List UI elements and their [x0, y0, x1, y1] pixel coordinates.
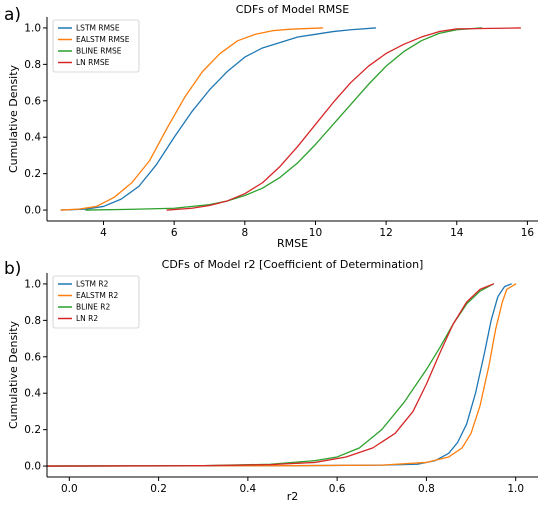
y-tick-label: 0.8 [24, 59, 41, 71]
series-line-ealstm-rmse [60, 27, 324, 211]
y-tick-label: 1.0 [24, 278, 41, 290]
y-tick-label: 0.4 [24, 132, 41, 144]
panel-letter: b) [4, 259, 21, 279]
y-tick-label: 0.8 [24, 315, 41, 327]
x-tick-label: 1.0 [507, 483, 524, 495]
chart-title: CDFs of Model r2 [Coefficient of Determi… [162, 258, 424, 271]
x-tick-label: 0.0 [61, 483, 78, 495]
series-lines [46, 283, 517, 467]
y-tick-label: 0.0 [24, 461, 41, 473]
series-line-ealstm-r2 [46, 283, 517, 467]
y-tick-label: 1.0 [24, 22, 41, 34]
x-tick-label: 4 [100, 227, 107, 239]
legend-entry: EALSTM RMSE [76, 35, 130, 44]
y-axis-label: Cumulative Density [7, 64, 20, 173]
series-lines [60, 27, 521, 211]
x-tick-label: 8 [241, 227, 248, 239]
legend-entry: LN RMSE [76, 58, 110, 67]
y-tick-label: 0.6 [24, 95, 41, 107]
legend-box [52, 19, 140, 73]
x-tick-label: 0.8 [418, 483, 435, 495]
chart-title: CDFs of Model RMSE [236, 3, 349, 16]
y-tick-label: 0.2 [24, 424, 41, 436]
legend-entry: BLINE R2 [76, 303, 110, 312]
y-axis-label: Cumulative Density [7, 320, 20, 429]
legend: LSTM R2 EALSTM R2 BLINE R2 LN R2 [52, 275, 140, 329]
chart-panel-0: a) CDFs of Model RMSE 4 6 8 10 12 14 16 0.0 0.2 0.4… [4, 3, 538, 250]
x-tick-label: 12 [379, 227, 392, 239]
series-line-ln-r2 [46, 283, 495, 467]
x-tick-label: 0.2 [150, 483, 167, 495]
legend: LSTM RMSE EALSTM RMSE BLINE RMSE LN RMSE [52, 19, 140, 73]
series-line-ln-rmse [166, 27, 521, 211]
legend-box [52, 275, 140, 329]
x-tick-label: 10 [309, 227, 322, 239]
panel-letter: a) [4, 5, 21, 25]
x-axis-label: RMSE [277, 237, 308, 250]
x-tick-label: 16 [521, 227, 535, 239]
x-axis-label: r2 [287, 490, 299, 503]
y-tick-label: 0.2 [24, 168, 41, 180]
legend-entry: EALSTM R2 [76, 291, 118, 300]
legend-entry: LSTM RMSE [76, 24, 120, 33]
y-tick-label: 0.0 [24, 205, 41, 217]
x-tick-label: 0.4 [240, 483, 257, 495]
x-tick-label: 14 [450, 227, 464, 239]
x-tick-label: 6 [171, 227, 178, 239]
legend-entry: LN R2 [76, 314, 98, 323]
y-tick-label: 0.4 [24, 388, 41, 400]
x-tick-label: 0.6 [329, 483, 346, 495]
legend-entry: BLINE RMSE [76, 47, 122, 56]
series-line-bline-rmse [85, 27, 483, 211]
series-line-lstm-rmse [60, 27, 377, 211]
y-tick-label: 0.6 [24, 351, 41, 363]
legend-entry: LSTM R2 [76, 280, 109, 289]
chart-panel-1: b) CDFs of Model r2 [Coefficient of Deter… [4, 258, 538, 503]
